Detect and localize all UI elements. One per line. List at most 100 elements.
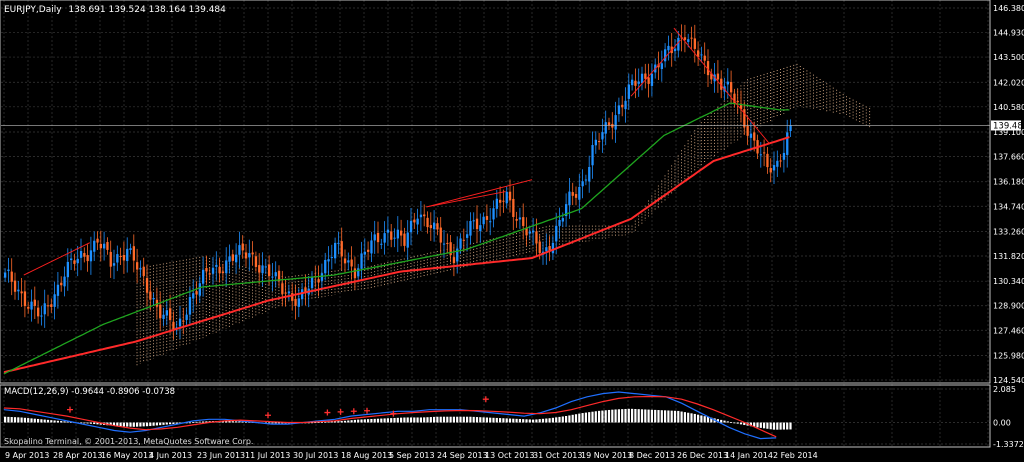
macd-bar — [452, 416, 455, 423]
candle-body — [251, 252, 254, 255]
candle-body — [205, 268, 208, 272]
macd-bar — [367, 419, 370, 423]
candle-body — [416, 218, 419, 225]
candle-body — [584, 179, 588, 181]
copyright-text: Skopalino Terminal, © 2001-2013, MetaQuo… — [4, 437, 253, 446]
candle-body — [30, 301, 33, 310]
time-tick-label: 14 Jan 2014 — [725, 451, 773, 460]
macd-bar — [317, 422, 320, 423]
candle-body — [532, 230, 535, 233]
macd-bar — [700, 415, 703, 423]
candle-body — [624, 100, 627, 110]
candle-body — [208, 273, 211, 275]
trend-lines[interactable] — [23, 27, 770, 276]
candle-body — [568, 191, 571, 206]
time-tick-label: 11 Jul 2013 — [245, 451, 290, 460]
macd-bar — [307, 422, 310, 424]
candle-body — [429, 225, 432, 229]
candle-body — [126, 248, 129, 262]
macd-bar — [680, 411, 683, 423]
macd-main-line — [3, 391, 777, 440]
macd-bar — [274, 422, 277, 424]
candle-body — [565, 204, 568, 217]
macd-bar — [710, 417, 713, 423]
candle-body — [271, 276, 274, 278]
candle-body — [703, 55, 706, 61]
macd-bar — [30, 418, 33, 423]
price-tick-label: 124.540 — [993, 376, 1024, 385]
candle-body — [254, 256, 258, 267]
macd-bar — [489, 417, 492, 423]
macd-bar — [786, 422, 789, 430]
macd-tick-label: 2.085 — [993, 385, 1016, 394]
candle-body — [390, 231, 393, 240]
candle-body — [591, 145, 594, 166]
macd-bar — [426, 417, 429, 423]
price-tick-label: 144.930 — [993, 29, 1024, 38]
time-tick-label: 9 Apr 2013 — [5, 451, 49, 460]
candle-body — [40, 315, 43, 317]
macd-bar — [122, 422, 125, 427]
price-tick-label: 128.900 — [993, 302, 1024, 311]
candle-body — [291, 293, 294, 301]
candle-body — [522, 217, 525, 226]
candle-body — [439, 227, 442, 243]
macd-panel[interactable]: MACD(12,26,9) -0.9644 -0.8906 -0.0738 2.… — [0, 384, 1024, 449]
macd-bar — [192, 422, 195, 423]
macd-bar — [723, 420, 726, 423]
macd-bar — [485, 417, 488, 423]
macd-bar — [789, 422, 792, 430]
macd-bar — [753, 422, 756, 427]
candle-body — [228, 256, 231, 262]
macd-bar — [627, 408, 630, 423]
macd-bar — [749, 422, 752, 427]
candle-body — [238, 245, 241, 255]
price-axis: 146.380 144.930 143.500 142.020 140.580 139.1… — [993, 4, 1024, 385]
candle-body — [169, 308, 172, 321]
candle-body — [195, 291, 198, 295]
candle-body — [743, 109, 746, 128]
candle-body — [17, 289, 20, 292]
price-tick-label: 136.180 — [993, 178, 1024, 187]
macd-bar — [178, 422, 182, 424]
macd-bar — [532, 419, 535, 423]
candle-body — [495, 198, 498, 209]
candle-body — [287, 291, 291, 294]
candle-body — [746, 125, 749, 136]
macd-bar — [53, 420, 56, 423]
candle-body — [716, 73, 720, 80]
macd-bar — [363, 419, 366, 423]
macd-bar — [320, 421, 323, 423]
candle-body — [165, 310, 168, 316]
price-panel[interactable]: EURJPY,Daily 138.691 139.524 138.164 139… — [0, 0, 1024, 447]
trend-line[interactable] — [673, 27, 770, 145]
trend-line[interactable] — [23, 242, 90, 276]
macd-bar — [390, 418, 393, 423]
macd-bar — [538, 419, 541, 423]
trend-line[interactable] — [426, 179, 533, 208]
macd-bar — [769, 422, 772, 430]
price-tick-label: 143.500 — [993, 53, 1024, 62]
candle-body — [739, 103, 743, 110]
time-tick-label: 31 Oct 2013 — [533, 451, 582, 460]
candle-body — [627, 84, 630, 99]
candle-body — [99, 243, 102, 249]
candle-body — [373, 234, 376, 241]
price-tick-label: 146.380 — [993, 4, 1024, 13]
macd-bar — [647, 409, 650, 423]
trend-line[interactable] — [630, 39, 681, 97]
macd-bar — [568, 415, 571, 423]
macd-bar — [677, 410, 680, 423]
candle-body — [258, 265, 261, 273]
macd-bar — [581, 413, 584, 423]
macd-bar — [221, 421, 224, 423]
candle-body — [657, 64, 660, 68]
candle-body — [136, 262, 139, 270]
candle-body — [386, 229, 390, 233]
candle-body — [693, 38, 696, 49]
macd-bar — [96, 422, 99, 425]
time-tick-label: 18 Aug 2013 — [341, 451, 392, 460]
macd-bar — [528, 419, 531, 423]
trend-line[interactable] — [426, 191, 506, 208]
